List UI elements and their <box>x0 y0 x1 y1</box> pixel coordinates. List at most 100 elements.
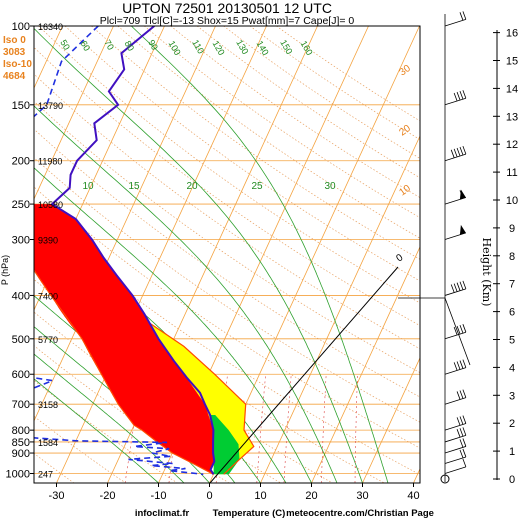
height-labels: 16340 13790 11980 10580 9390 7400 5770 3158 1584… <box>38 22 63 480</box>
dry-adiabat <box>34 216 420 476</box>
km-tick-label: 15 <box>506 56 518 68</box>
km-tick-label: 1 <box>509 446 515 458</box>
wind-barb <box>444 224 467 240</box>
moist-adiabat <box>34 167 312 483</box>
wind-barb <box>444 280 467 296</box>
km-tick-label: 8 <box>509 251 515 263</box>
mixing-ratio-line <box>354 374 358 483</box>
isotherm-line <box>56 26 267 483</box>
pressure-tick-label: 200 <box>12 156 30 168</box>
isotherm-line <box>34 26 114 200</box>
km-tick-label: 11 <box>506 167 517 179</box>
geopotential-height-label: 11980 <box>38 157 62 167</box>
chart-title: UPTON 72501 20130501 12 UTC <box>122 0 332 16</box>
wind-barb <box>444 458 467 474</box>
theta-label: 0 <box>394 252 405 264</box>
km-tick-label: 13 <box>506 111 518 123</box>
temperature-tick-label: -20 <box>100 490 116 502</box>
isotherm-line <box>260 134 420 483</box>
pressure-tick-label: 850 <box>12 437 30 449</box>
geopotential-height-label: 1584 <box>38 438 58 448</box>
freezing-info-line: 4684 <box>3 71 26 82</box>
wind-barb <box>444 359 467 375</box>
profile-lines <box>34 26 399 483</box>
moist-adiabat <box>34 27 363 483</box>
moist-adiabat <box>34 105 338 483</box>
pressure-tick-label: 100 <box>12 21 30 33</box>
mixing-ratio-line <box>283 374 292 483</box>
freezing-info-line: 3083 <box>3 47 26 58</box>
theta-e-label: 70 <box>102 38 116 52</box>
pressure-tick-label: 1000 <box>6 469 30 481</box>
wind-barb <box>444 90 467 106</box>
height-axis-label: Height (Km) <box>480 238 493 307</box>
hodograph-link <box>398 297 471 366</box>
km-tick-label: 16 <box>506 28 518 40</box>
plot-frame <box>33 25 421 484</box>
temperature-line <box>50 26 216 475</box>
pressure-tick-label: 400 <box>12 290 30 302</box>
parcel-line <box>34 269 214 475</box>
temperature-tick-label: -10 <box>151 490 167 502</box>
geopotential-height-label: 247 <box>38 470 53 480</box>
freezing-info-line: Iso-10 <box>3 59 32 70</box>
temperature-tick-label: 20 <box>305 490 317 502</box>
lifted-index-line <box>209 266 399 483</box>
pressure-tick-label: 800 <box>12 425 30 437</box>
km-tick-label: 12 <box>506 139 518 151</box>
dewpoint-line <box>34 26 204 476</box>
km-tick-label: 14 <box>506 83 518 95</box>
km-tick-label: 6 <box>509 307 515 319</box>
geopotential-height-label: 3158 <box>38 400 58 410</box>
theta-e-label: 60 <box>79 39 93 53</box>
km-tick-label: 9 <box>509 223 515 235</box>
isotherm-line <box>311 245 420 483</box>
km-tick-label: 3 <box>509 390 515 402</box>
wind-barb <box>444 448 467 464</box>
footer-right: meteocentre.com/Christian Page <box>286 508 434 519</box>
wind-barb <box>444 415 467 431</box>
geopotential-height-label: 10580 <box>38 200 63 210</box>
wind-barb <box>444 189 467 205</box>
km-tick-label: 4 <box>509 362 515 374</box>
km-tick-label: 7 <box>509 279 515 291</box>
isotherm-line <box>34 26 216 422</box>
dry-adiabat <box>34 186 420 449</box>
pressure-axis-label: P (hPa) <box>0 255 10 285</box>
footer-left: infoclimat.fr <box>135 508 190 519</box>
dry-adiabat <box>64 26 420 282</box>
pressure-tick-label: 300 <box>12 235 30 247</box>
pressure-tick-label: 250 <box>12 199 30 211</box>
low-level-area <box>210 415 240 475</box>
pressure-tick-label: 500 <box>12 334 30 346</box>
footer-xlabel: Temperature (C) <box>213 508 286 519</box>
surface-wind-circle <box>440 474 450 484</box>
temperature-tick-label: 10 <box>254 490 266 502</box>
geopotential-height-label: 13790 <box>38 101 63 111</box>
pressure-tick-label: 900 <box>12 448 30 460</box>
theta-e-label: 90 <box>146 38 160 52</box>
wind-barb <box>444 389 467 405</box>
dry-adiabat <box>34 128 420 398</box>
pressure-tick-label: 150 <box>12 100 30 112</box>
mixing-ratio-label: 10 <box>82 181 94 192</box>
geopotential-height-label: 9390 <box>38 236 58 246</box>
mixing-ratio-label: 15 <box>128 181 140 192</box>
wind-barb <box>444 145 467 162</box>
geopotential-height-label: 5770 <box>38 335 58 345</box>
km-tick-label: 2 <box>509 418 515 430</box>
temperature-tick-label: -30 <box>49 490 65 502</box>
dry-adiabat <box>91 26 420 260</box>
wind-barb <box>444 11 467 27</box>
chart-subtitle: Plcl=709 Tlcl[C]=-13 Shox=15 Pwat[mm]=7 … <box>100 15 355 27</box>
isotherm-line <box>362 356 420 483</box>
envelope-outline <box>148 322 255 475</box>
geopotential-height-label: 7400 <box>38 291 58 301</box>
pressure-tick-label: 700 <box>12 399 30 411</box>
freezing-info-line: Iso 0 <box>3 35 26 46</box>
